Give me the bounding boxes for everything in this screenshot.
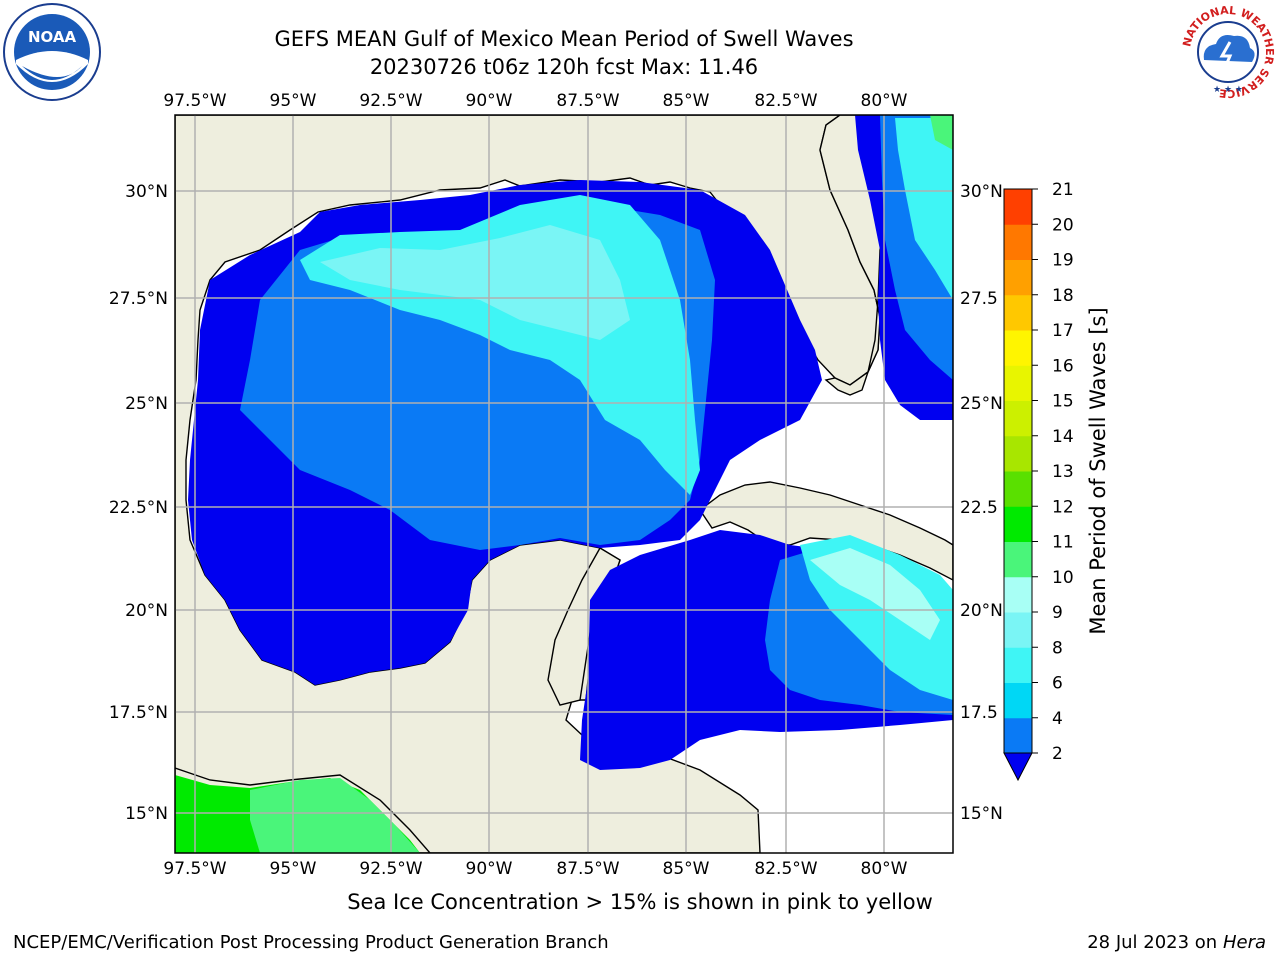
- swell-region-atlantic-9: [930, 115, 953, 150]
- lon-label: 95°W: [270, 859, 317, 879]
- lat-label: 25°N: [960, 394, 1003, 414]
- lon-labels-top: 97.5°W 95°W 92.5°W 90°W 87.5°W 85°W 82.5…: [163, 91, 907, 111]
- colorbar-swatch: [1004, 612, 1032, 648]
- lon-labels-bottom: 97.5°W 95°W 92.5°W 90°W 87.5°W 85°W 82.5…: [163, 859, 907, 879]
- colorbar-swatch: [1004, 400, 1032, 437]
- colorbar-tick-label: 10: [1052, 568, 1074, 588]
- lat-label: 15°N: [960, 804, 1003, 824]
- swell-region-8-caribbean: [810, 548, 940, 640]
- lon-label: 80°W: [861, 859, 908, 879]
- colorbar-tick-label: 18: [1052, 286, 1074, 306]
- colorbar-swatch: [1004, 259, 1032, 296]
- lat-label: 22.5: [960, 498, 998, 518]
- lon-label: 90°W: [466, 91, 513, 111]
- colorbar-tick-label: 21: [1052, 180, 1074, 200]
- footer-date-text: 28 Jul 2023 on: [1087, 932, 1223, 953]
- colorbar-tick-label: 9: [1052, 603, 1063, 623]
- lat-label: 27.5°N: [109, 289, 168, 309]
- colorbar-underflow: [1003, 752, 1033, 782]
- ice-note-text: Sea Ice Concentration > 15% is shown in …: [347, 890, 933, 914]
- chart-title: GEFS MEAN Gulf of Mexico Mean Period of …: [274, 27, 854, 51]
- colorbar-swatch: [1004, 435, 1032, 472]
- map-plot-area: [175, 115, 953, 853]
- colorbar-swatch: [1004, 717, 1032, 754]
- lat-label: 20°N: [960, 601, 1003, 621]
- lon-label: 85°W: [663, 859, 710, 879]
- lon-label: 82.5°W: [754, 91, 817, 111]
- swell-region-lightcyan: [320, 225, 630, 340]
- noaa-logo-text: NOAA: [28, 28, 77, 46]
- colorbar-tick-label: 13: [1052, 462, 1074, 482]
- lat-label: 15°N: [125, 804, 168, 824]
- lon-label: 87.5°W: [556, 859, 619, 879]
- map-frame: [174, 114, 954, 854]
- lon-label: 90°W: [466, 859, 513, 879]
- colorbar-swatch: [1004, 647, 1032, 683]
- lon-label: 87.5°W: [556, 91, 619, 111]
- lon-label: 97.5°W: [163, 859, 226, 879]
- noaa-logo: NOAA: [2, 2, 102, 106]
- lat-labels-left: 30°N 27.5°N 25°N 22.5°N 20°N 17.5°N 15°N: [109, 182, 168, 824]
- colorbar-tick-label: 6: [1052, 674, 1063, 694]
- chart-subtitle: 20230726 t06z 120h fcst Max: 11.46: [369, 55, 759, 79]
- lon-label: 92.5°W: [359, 91, 422, 111]
- lat-label: 25°N: [125, 394, 168, 414]
- lat-label: 20°N: [125, 601, 168, 621]
- colorbar-swatch: [1004, 576, 1032, 613]
- colorbar-swatch: [1004, 224, 1032, 260]
- lat-label: 27.5: [960, 289, 998, 309]
- lat-label: 17.5: [960, 703, 998, 723]
- footer-host: Hera: [1222, 932, 1266, 953]
- colorbar-swatch: [1004, 682, 1032, 719]
- colorbar-swatch: [1004, 189, 1032, 225]
- lat-label: 17.5°N: [109, 703, 168, 723]
- lon-label: 92.5°W: [359, 859, 422, 879]
- lon-label: 80°W: [861, 91, 908, 111]
- colorbar-tick-label: 17: [1052, 321, 1074, 341]
- lat-label: 30°N: [125, 182, 168, 202]
- footer-credit: NCEP/EMC/Verification Post Processing Pr…: [13, 932, 609, 953]
- footer-date: 28 Jul 2023 on Hera: [1087, 932, 1266, 953]
- ice-note: Sea Ice Concentration > 15% is shown in …: [0, 890, 1280, 914]
- lat-label: 30°N: [960, 182, 1003, 202]
- colorbar-tick-label: 15: [1052, 392, 1074, 412]
- swell-region-atlantic-6: [895, 118, 953, 300]
- colorbar-tick-label: 8: [1052, 638, 1063, 658]
- colorbar-swatch: [1004, 365, 1032, 401]
- colorbar-tick-label: 2: [1052, 744, 1063, 764]
- map-grid: [175, 115, 953, 853]
- colorbar-swatch: [1004, 471, 1032, 507]
- colorbar-tick-label: 16: [1052, 356, 1074, 376]
- lon-label: 95°W: [270, 91, 317, 111]
- swell-field: [175, 115, 953, 853]
- colorbar-swatch: [1004, 541, 1032, 578]
- lat-label: 22.5°N: [109, 498, 168, 518]
- colorbar-tick-label: 11: [1052, 533, 1074, 553]
- colorbar-tick-label: 20: [1052, 215, 1074, 235]
- colorbar-label: Mean Period of Swell Waves [s]: [1086, 307, 1110, 634]
- lon-label: 85°W: [663, 91, 710, 111]
- colorbar-swatch: [1004, 506, 1032, 542]
- colorbar-tick-label: 14: [1052, 427, 1074, 447]
- colorbar: 2 4 6 8 9 10 11 12 13 14 15 16 17 18 19 20 21: [1003, 180, 1074, 782]
- colorbar-tick-label: 19: [1052, 251, 1074, 271]
- lon-label: 97.5°W: [163, 91, 226, 111]
- svg-text:★ ★ ★: ★ ★ ★: [1213, 85, 1243, 95]
- colorbar-tick-label: 4: [1052, 709, 1063, 729]
- colorbar-swatch: [1004, 330, 1032, 366]
- lon-label: 82.5°W: [754, 859, 817, 879]
- colorbar-swatch: [1004, 294, 1032, 331]
- lat-labels-right: 30°N 27.5 25°N 22.5 20°N 17.5 15°N: [960, 182, 1003, 824]
- colorbar-tick-label: 12: [1052, 497, 1074, 517]
- nws-logo: NATIONAL WEATHER SERVICE ★ ★ ★: [1178, 2, 1278, 106]
